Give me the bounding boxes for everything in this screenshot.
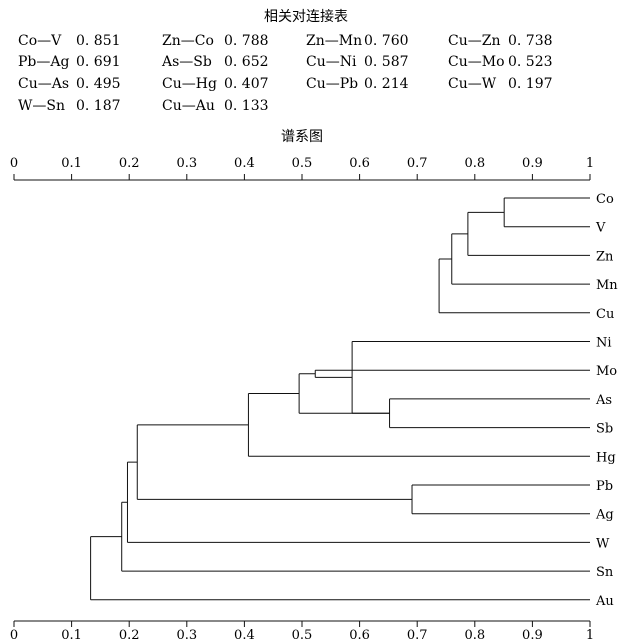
leaf-label-ag: Ag xyxy=(595,508,614,523)
leaf-label-mn: Mn xyxy=(596,278,618,293)
pair-label: Cu—Au xyxy=(162,98,215,114)
pair-label: Zn—Co xyxy=(162,33,214,49)
pair-label: Cu—Ni xyxy=(306,54,357,70)
top-axis-tick-label: 0 xyxy=(10,156,18,171)
bottom-axis-tick-label: 0.8 xyxy=(464,628,485,643)
leaf-label-v: V xyxy=(595,221,606,236)
bottom-axis: 0 0.1 0.2 0.3 0.4 0.5 0.6 0.7 0.8 0.9 1 xyxy=(10,620,594,643)
pair-value: 0. 738 xyxy=(508,33,553,49)
top-axis-tick-label: 1 xyxy=(586,156,594,171)
leaf-label-ni: Ni xyxy=(596,336,612,351)
leaf-label-w: W xyxy=(596,536,610,551)
bottom-axis-tick-label: 0.5 xyxy=(292,628,313,643)
bottom-axis-tick-label: 1 xyxy=(586,628,594,643)
top-axis-tick-label: 0.3 xyxy=(176,156,197,171)
leaf-label-pb: Pb xyxy=(596,479,613,494)
bottom-axis-tick-label: 0 xyxy=(10,628,18,643)
pair-value: 0. 587 xyxy=(364,54,409,70)
leaf-label-as: As xyxy=(595,393,612,408)
pair-label: Cu—Hg xyxy=(162,76,217,92)
leaf-label-zn: Zn xyxy=(596,249,614,264)
pair-value: 0. 133 xyxy=(224,98,269,114)
pair-label: Pb—Ag xyxy=(18,54,69,70)
pair-value: 0. 760 xyxy=(364,33,409,49)
top-axis-tick-label: 0.2 xyxy=(119,156,140,171)
pair-value: 0. 851 xyxy=(76,33,121,49)
top-axis-tick-label: 0.9 xyxy=(522,156,543,171)
top-axis-tick-label: 0.5 xyxy=(292,156,313,171)
bottom-axis-tick-label: 0.7 xyxy=(407,628,428,643)
top-axis-tick-label: 0.4 xyxy=(234,156,255,171)
bottom-axis-tick-label: 0.9 xyxy=(522,628,543,643)
leaf-label-au: Au xyxy=(595,594,614,609)
pair-label: Cu—Mo xyxy=(448,54,505,70)
pair-label: As—Sb xyxy=(161,54,212,70)
pair-value: 0. 407 xyxy=(224,76,269,92)
pair-label: Cu—Pb xyxy=(306,76,358,92)
leaf-label-sn: Sn xyxy=(596,565,614,580)
top-axis-tick-label: 0.1 xyxy=(61,156,82,171)
bottom-axis-tick-label: 0.4 xyxy=(234,628,255,643)
pair-label: Co—V xyxy=(18,33,62,49)
leaf-label-co: Co xyxy=(596,192,614,207)
leaf-label-mo: Mo xyxy=(596,364,617,379)
pair-value: 0. 187 xyxy=(76,98,121,114)
pair-value: 0. 214 xyxy=(364,76,409,92)
top-axis-tick-label: 0.6 xyxy=(349,156,370,171)
dendrogram-tree xyxy=(90,197,590,601)
bottom-axis-tick-label: 0.3 xyxy=(176,628,197,643)
table-title: 相关对连接表 xyxy=(264,8,348,25)
correlation-pair-table: Co—V 0. 851 Zn—Co 0. 788 Zn—Mn 0. 760 Cu—Zn 0. … xyxy=(18,33,553,114)
leaf-labels: Co V Zn Mn Cu Ni Mo As Sb Hg Pb Ag W Sn Au xyxy=(595,192,618,609)
bottom-axis-tick-label: 0.6 xyxy=(349,628,370,643)
top-axis: 0 0.1 0.2 0.3 0.4 0.5 0.6 0.7 0.8 0.9 1 xyxy=(10,156,594,181)
pair-value: 0. 495 xyxy=(76,76,121,92)
bottom-axis-tick-label: 0.1 xyxy=(61,628,82,643)
pair-label: Cu—Zn xyxy=(448,33,500,49)
pair-label: W—Sn xyxy=(18,98,65,114)
leaf-label-sb: Sb xyxy=(596,422,613,437)
pair-label: Cu—As xyxy=(18,76,69,92)
leaf-label-cu: Cu xyxy=(596,307,614,322)
bottom-axis-tick-label: 0.2 xyxy=(119,628,140,643)
pair-label: Zn—Mn xyxy=(306,33,362,49)
pair-value: 0. 197 xyxy=(508,76,553,92)
pair-value: 0. 523 xyxy=(508,54,553,70)
pair-value: 0. 652 xyxy=(224,54,269,70)
pair-value: 0. 788 xyxy=(224,33,269,49)
top-axis-tick-label: 0.7 xyxy=(407,156,428,171)
top-axis-tick-label: 0.8 xyxy=(464,156,485,171)
dendrogram-title: 谱系图 xyxy=(281,129,323,145)
pair-value: 0. 691 xyxy=(76,54,121,70)
pair-label: Cu—W xyxy=(448,76,497,92)
leaf-label-hg: Hg xyxy=(596,450,616,465)
